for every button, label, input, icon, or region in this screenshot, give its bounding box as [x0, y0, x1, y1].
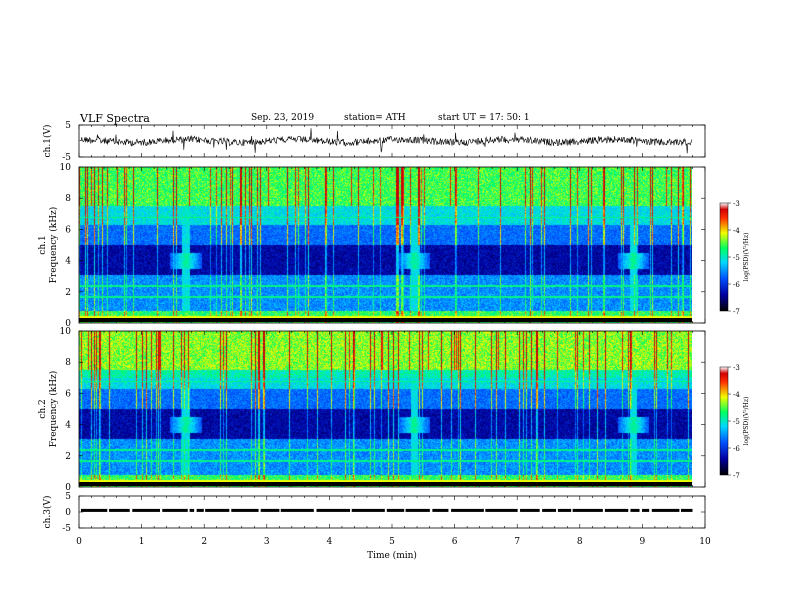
ch3-trace-segment [557, 508, 572, 512]
ch3-trace-segment [630, 508, 640, 512]
ch3-trace-segment [231, 508, 259, 512]
y-tick-label: 8 [65, 358, 71, 368]
x-tick-label: 1 [139, 537, 145, 547]
y-tick-label: -5 [62, 524, 71, 534]
ch1-spectrogram-colorbar-label: log(PSD)(V²/Hz) [743, 233, 750, 282]
colorbar-tick-label: -6 [733, 445, 740, 453]
start-time-label: start UT = 17: 50: 1 [438, 113, 530, 123]
ch3-trace-segment [81, 508, 108, 512]
colorbar-tick-label: -5 [733, 418, 740, 426]
ch3-trace-segment [132, 508, 160, 512]
x-tick-label: 6 [452, 537, 458, 547]
colorbar-tick-label: -7 [733, 472, 740, 480]
ch3-trace-segment [196, 508, 204, 512]
y-tick-label: 6 [65, 389, 71, 399]
y-tick-label: 2 [65, 288, 71, 298]
ch3-trace-segment [520, 508, 540, 512]
ch2-spectrogram-ylabel: Frequency (kHz) [48, 371, 59, 448]
ch2-spectrogram-colorbar [719, 366, 729, 476]
colorbar-tick-label: -3 [733, 364, 740, 372]
ch3-trace-segment [451, 508, 484, 512]
ch2-spectrogram-channel-label: ch.2 [38, 399, 48, 418]
colorbar-tick-label: -7 [733, 308, 740, 316]
ch1-waveform-trace [79, 128, 693, 154]
ch3-trace-segment [680, 508, 693, 512]
colorbar-tick-label: -4 [733, 391, 740, 399]
ch3-trace-segment [189, 508, 195, 512]
y-tick-label: 0 [65, 508, 71, 518]
ch3-trace-segment [604, 508, 629, 512]
ch3-trace-segment [162, 508, 188, 512]
y-tick-label: 4 [65, 421, 71, 431]
ch3-trace-segment [572, 508, 603, 512]
y-tick-label: 4 [65, 257, 71, 267]
colorbar-tick-label: -3 [733, 200, 740, 208]
ch3-trace-segment [260, 508, 280, 512]
ch2-spectrogram-colorbar-label: log(PSD)(V²/Hz) [743, 397, 750, 446]
y-tick-label: 5 [65, 121, 71, 131]
ch3-trace-segment [485, 508, 518, 512]
y-tick-label: 0 [65, 319, 71, 329]
ch3-trace-segment [109, 508, 130, 512]
x-tick-label: 8 [577, 537, 583, 547]
ch1-spectrogram-channel-label: ch.1 [38, 235, 48, 254]
ch3-trace-segment [651, 508, 680, 512]
ch3-trace-segment [316, 508, 351, 512]
x-tick-label: 2 [201, 537, 207, 547]
x-tick-label: 0 [76, 537, 82, 547]
y-tick-label: 5 [65, 492, 71, 502]
ch3-trace-segment [280, 508, 314, 512]
ch1-ylabel: ch.1(V) [42, 125, 53, 158]
x-tick-label: 4 [327, 537, 333, 547]
ch2-spectrogram-bottom-band [79, 482, 692, 486]
ch1-spectrogram-bottom-band [79, 318, 692, 322]
ch1-spectrogram-image [79, 167, 692, 323]
x-tick-label: 3 [264, 537, 270, 547]
y-tick-label: 10 [60, 327, 72, 337]
station-label: station= ATH [344, 113, 406, 123]
colorbar-tick-label: -6 [733, 281, 740, 289]
ch3-trace-segment [205, 508, 230, 512]
colorbar-tick-label: -5 [733, 254, 740, 262]
ch3-trace-segment [405, 508, 430, 512]
ch1-spectrogram-colorbar [719, 202, 729, 312]
ch3-ylabel: ch.3(V) [42, 496, 53, 529]
ch1-spectrogram-ylabel: Frequency (kHz) [48, 207, 59, 284]
chart-title: VLF Spectra [80, 112, 150, 125]
y-tick-label: 6 [65, 225, 71, 235]
y-tick-label: 8 [65, 194, 71, 204]
y-tick-label: 10 [60, 163, 72, 173]
ch3-trace-segment [432, 508, 449, 512]
y-tick-label: 0 [65, 483, 71, 493]
y-tick-label: -5 [62, 153, 71, 163]
x-axis-label: Time (min) [367, 550, 417, 561]
x-tick-label: 7 [514, 537, 520, 547]
ch3-trace-frame [78, 495, 706, 529]
ch3-trace-segment [386, 508, 405, 512]
ch2-spectrogram-image [79, 331, 692, 487]
y-tick-label: 2 [65, 452, 71, 462]
x-tick-label: 10 [699, 537, 711, 547]
x-tick-label: 9 [640, 537, 646, 547]
ch3-trace-segment [351, 508, 385, 512]
date-label: Sep. 23, 2019 [251, 113, 315, 123]
ch3-trace-segment [642, 508, 650, 512]
x-tick-label: 5 [389, 537, 395, 547]
ch3-trace-segment [542, 508, 557, 512]
colorbar-tick-label: -4 [733, 227, 740, 235]
